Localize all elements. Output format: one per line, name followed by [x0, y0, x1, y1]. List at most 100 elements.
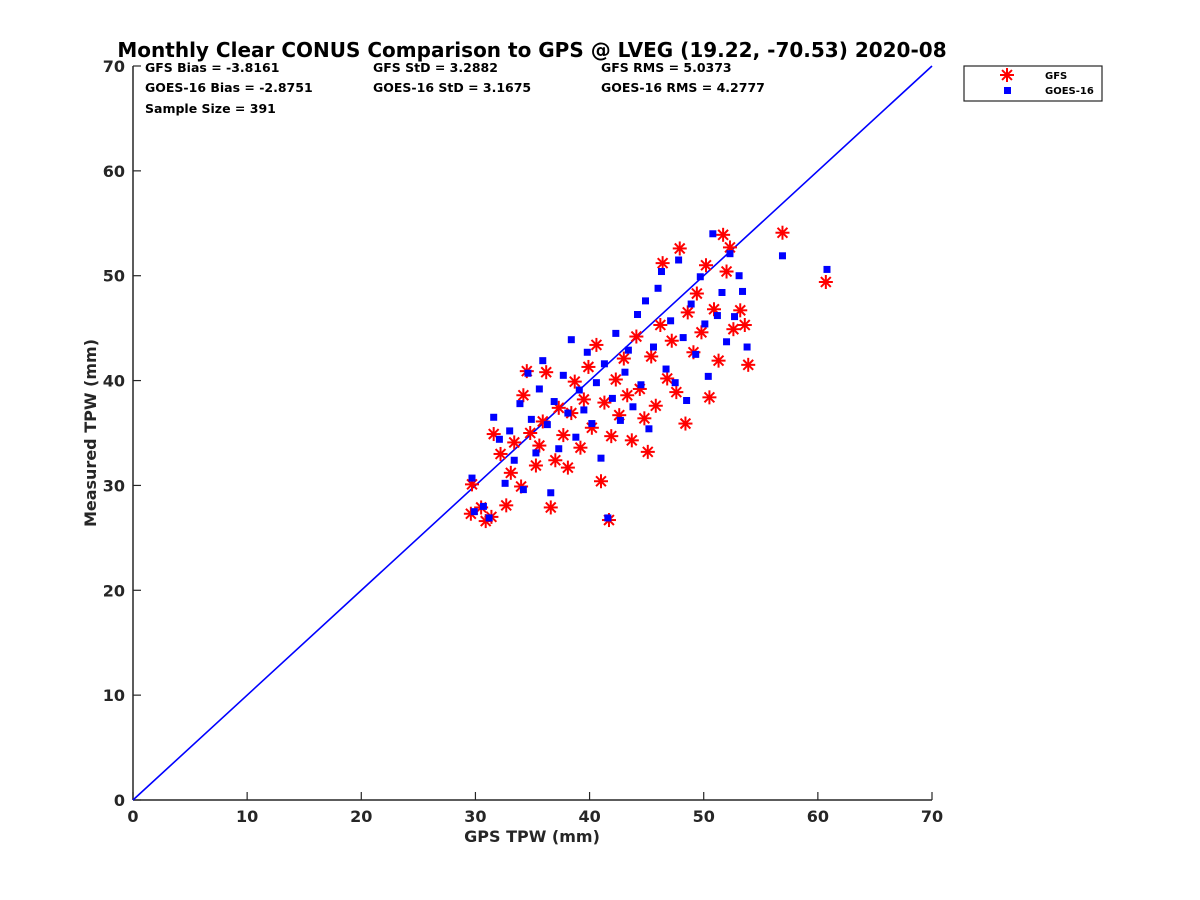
- series-goes16-markers: [468, 230, 831, 522]
- goes16-point: [470, 508, 478, 516]
- gfs-point: [719, 264, 734, 279]
- gfs-point: [660, 371, 675, 386]
- goes16-point: [604, 514, 612, 522]
- y-axis-ticks: [133, 65, 141, 801]
- goes16-point: [642, 297, 650, 305]
- gfs-point: [539, 365, 554, 380]
- goes16-point: [479, 502, 487, 510]
- goes16-point: [575, 386, 583, 394]
- gfs-point: [604, 429, 619, 444]
- goes16-point: [704, 372, 712, 380]
- gfs-point: [775, 225, 790, 240]
- goes16-point: [583, 348, 591, 356]
- gfs-point: [597, 395, 612, 410]
- legend-goes16-marker: [1004, 87, 1011, 94]
- gfs-point: [640, 444, 655, 459]
- goes16-point: [559, 371, 567, 379]
- gfs-point: [637, 411, 652, 426]
- goes16-point: [490, 413, 498, 421]
- y-tick-label: 10: [103, 686, 125, 705]
- y-tick-label: 40: [103, 372, 125, 391]
- goes16-point: [535, 385, 543, 393]
- gfs-point: [680, 305, 695, 320]
- gfs-point: [669, 385, 684, 400]
- gfs-point: [543, 500, 558, 515]
- goes16-point: [624, 346, 632, 354]
- x-tick-label: 10: [236, 807, 258, 826]
- gfs-point: [576, 392, 591, 407]
- gfs-point: [581, 359, 596, 374]
- gfs-point: [644, 349, 659, 364]
- gfs-point: [655, 256, 670, 271]
- goes16-point: [687, 300, 695, 308]
- goes16-point: [743, 343, 751, 351]
- goes16-point: [527, 415, 535, 423]
- stat-sample-size: Sample Size = 391: [145, 101, 276, 116]
- goes16-point: [468, 474, 476, 482]
- goes16-point: [657, 268, 665, 276]
- gfs-point: [726, 322, 741, 337]
- x-axis-tick-labels: 0 10 20 30 40 50 60 70: [127, 807, 943, 826]
- goes16-point: [679, 334, 687, 342]
- gfs-point: [548, 453, 563, 468]
- x-tick-label: 20: [350, 807, 372, 826]
- goes16-point: [572, 433, 580, 441]
- goes16-point: [600, 360, 608, 368]
- gfs-point: [616, 351, 631, 366]
- gfs-point: [678, 416, 693, 431]
- gfs-point: [648, 398, 663, 413]
- stat-gfs-std: GFS StD = 3.2882: [373, 60, 498, 75]
- goes16-point: [539, 357, 547, 365]
- gfs-point: [589, 337, 604, 352]
- goes16-point: [550, 398, 558, 406]
- goes16-point: [692, 350, 700, 358]
- x-axis-label: GPS TPW (mm): [464, 827, 600, 846]
- goes16-point: [709, 230, 717, 238]
- legend: GFS GOES-16: [963, 65, 1103, 102]
- goes16-point: [555, 445, 563, 453]
- goes16-point: [649, 343, 657, 351]
- goes16-point: [671, 379, 679, 387]
- goes16-point: [823, 265, 831, 273]
- gfs-point: [493, 446, 508, 461]
- gfs-point: [593, 474, 608, 489]
- x-tick-label: 40: [578, 807, 600, 826]
- y-axis-label: Measured TPW (mm): [81, 339, 100, 527]
- gfs-point: [818, 275, 833, 290]
- gfs-point: [528, 458, 543, 473]
- goes16-point: [564, 409, 572, 417]
- chart-title: Monthly Clear CONUS Comparison to GPS @ …: [117, 38, 946, 62]
- y-tick-label: 50: [103, 267, 125, 286]
- gfs-point: [523, 426, 538, 440]
- goes16-point: [612, 329, 620, 337]
- goes16-point: [735, 272, 743, 280]
- x-tick-label: 50: [693, 807, 715, 826]
- gfs-point: [698, 258, 713, 273]
- gfs-point: [620, 388, 635, 403]
- y-tick-label: 30: [103, 476, 125, 495]
- goes16-point: [547, 489, 555, 497]
- legend-goes16-label: GOES-16: [1045, 86, 1094, 97]
- goes16-point: [592, 379, 600, 387]
- goes16-point: [726, 250, 734, 258]
- stat-gfs-bias: GFS Bias = -3.8161: [145, 60, 279, 75]
- gfs-point: [694, 325, 709, 340]
- y-axis-tick-labels: 0 10 20 30 40 50 60 70: [103, 57, 125, 810]
- legend-gfs-marker: [1000, 68, 1014, 82]
- goes16-point: [543, 421, 551, 429]
- legend-gfs-asterisk: [1000, 68, 1014, 82]
- goes16-point: [616, 416, 624, 424]
- gfs-point: [573, 440, 588, 455]
- gfs-point: [499, 498, 514, 513]
- x-tick-label: 30: [464, 807, 486, 826]
- gfs-point: [664, 333, 679, 348]
- gfs-point: [608, 372, 623, 387]
- goes16-point: [516, 400, 524, 408]
- gfs-point: [653, 317, 668, 332]
- goes16-point: [621, 368, 629, 376]
- goes16-point: [519, 486, 527, 494]
- goes16-point: [739, 287, 747, 295]
- gfs-point: [737, 317, 752, 332]
- gfs-point: [716, 227, 731, 242]
- goes16-point: [683, 396, 691, 404]
